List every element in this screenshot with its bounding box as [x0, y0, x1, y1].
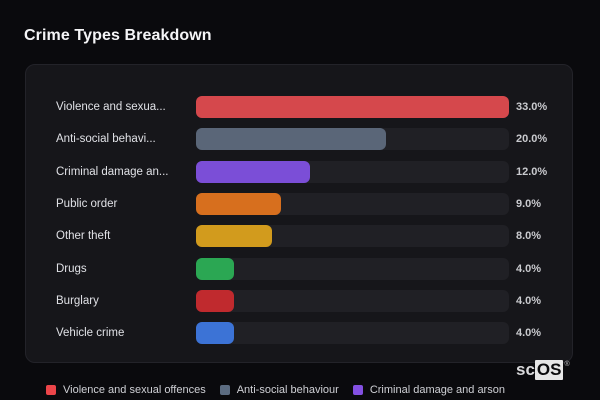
value-label: 8.0%	[516, 230, 542, 243]
value-label: 9.0%	[516, 198, 542, 211]
bar-row: Criminal damage an... 12.0%	[26, 156, 572, 188]
category-label: Other theft	[56, 230, 111, 243]
bar-rows-container: Violence and sexua... 33.0% Anti-social …	[26, 91, 572, 349]
category-label: Drugs	[56, 262, 87, 275]
brand-prefix-text: sc	[516, 360, 535, 379]
bar-track	[196, 193, 509, 216]
bar-track	[196, 160, 509, 183]
bar-track	[196, 322, 509, 345]
bar-row: Burglary 4.0%	[26, 285, 572, 317]
value-label: 4.0%	[516, 327, 542, 340]
category-label: Criminal damage an...	[56, 165, 169, 178]
legend-label: Anti-social behaviour	[236, 384, 339, 396]
bar[interactable]	[196, 289, 234, 312]
chart-legend: Violence and sexual offences Anti-social…	[46, 384, 505, 396]
bar[interactable]	[196, 322, 234, 345]
bar-row: Other theft 8.0%	[26, 220, 572, 252]
legend-swatch-icon	[219, 385, 230, 395]
bar[interactable]	[196, 257, 234, 280]
legend-label: Criminal damage and arson	[369, 384, 505, 396]
legend-item[interactable]: Anti-social behaviour	[219, 384, 339, 396]
bar-track	[196, 96, 509, 119]
legend-item[interactable]: Criminal damage and arson	[352, 384, 505, 396]
value-label: 33.0%	[516, 101, 548, 114]
registered-trademark-icon: ®	[564, 361, 570, 368]
category-label: Public order	[56, 198, 118, 211]
value-label: 12.0%	[516, 165, 548, 178]
category-label: Vehicle crime	[56, 327, 125, 340]
page-title: Crime Types Breakdown	[24, 27, 212, 44]
bar-row: Vehicle crime 4.0%	[26, 317, 572, 349]
brand-logo: sc OS ®	[516, 360, 570, 384]
bar-track	[196, 128, 509, 151]
bar-row: Public order 9.0%	[26, 188, 572, 220]
bar[interactable]	[196, 160, 310, 183]
bar-row: Violence and sexua... 33.0%	[26, 91, 572, 123]
category-label: Anti-social behavi...	[56, 133, 156, 146]
value-label: 20.0%	[516, 133, 548, 146]
bar-track	[196, 289, 509, 312]
bar[interactable]	[196, 128, 386, 151]
value-label: 4.0%	[516, 294, 542, 307]
category-label: Burglary	[56, 294, 99, 307]
bar-track	[196, 257, 509, 280]
bar-row: Drugs 4.0%	[26, 252, 572, 284]
legend-label: Violence and sexual offences	[63, 384, 206, 396]
bar[interactable]	[196, 193, 282, 216]
category-label: Violence and sexua...	[56, 101, 166, 114]
brand-suffix-text: OS	[534, 360, 564, 380]
legend-swatch-icon	[352, 385, 363, 395]
bar[interactable]	[196, 96, 509, 119]
chart-panel: Violence and sexua... 33.0% Anti-social …	[25, 64, 573, 363]
bar[interactable]	[196, 225, 272, 248]
legend-swatch-icon	[46, 385, 56, 395]
value-label: 4.0%	[516, 262, 542, 275]
bar-track	[196, 225, 509, 248]
legend-item[interactable]: Violence and sexual offences	[46, 384, 206, 396]
bar-row: Anti-social behavi... 20.0%	[26, 123, 572, 155]
